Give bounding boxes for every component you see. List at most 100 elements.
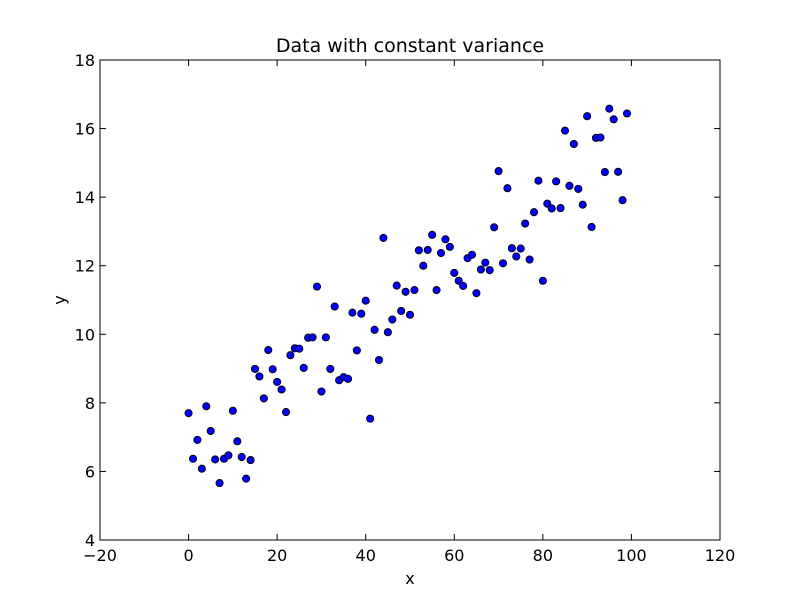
y-tick-label: 18: [75, 51, 95, 70]
data-point: [552, 177, 561, 186]
data-point: [237, 452, 246, 462]
data-point: [383, 328, 392, 337]
y-tick-label: 6: [85, 462, 95, 481]
x-tick-label: 0: [183, 546, 193, 565]
data-point: [490, 223, 499, 232]
data-point: [560, 126, 570, 135]
axis-ticks: −20 0 20 40 60 80 100 120 4 6 8 10 12 14 16 18: [75, 51, 736, 565]
data-point: [277, 385, 286, 394]
data-point: [441, 235, 450, 244]
data-point: [188, 454, 198, 463]
y-tick-label: 4: [85, 531, 95, 550]
data-point: [467, 250, 477, 259]
data-point: [503, 184, 512, 193]
data-point: [587, 222, 596, 232]
data-point: [414, 246, 423, 255]
data-point: [529, 208, 539, 217]
data-point: [618, 196, 627, 205]
data-point: [583, 112, 592, 121]
data-point: [397, 306, 406, 316]
y-tick-label: 8: [85, 394, 95, 413]
data-point: [481, 258, 490, 267]
data-point: [525, 255, 534, 264]
data-point: [268, 365, 277, 374]
y-tick-label: 16: [75, 120, 95, 139]
data-point: [348, 308, 357, 317]
data-point: [308, 333, 317, 342]
data-point: [286, 351, 295, 360]
data-point: [516, 244, 525, 253]
data-point: [321, 333, 330, 342]
data-point: [472, 289, 481, 298]
data-point: [202, 402, 211, 411]
chart-title: Data with constant variance: [276, 35, 544, 57]
data-point: [392, 281, 401, 290]
data-point: [512, 252, 521, 261]
x-tick-label: 80: [533, 546, 553, 565]
data-point: [259, 394, 268, 403]
y-tick-label: 10: [75, 325, 95, 344]
data-point: [388, 315, 397, 324]
plot-frame: [99, 59, 721, 541]
data-point: [193, 435, 202, 444]
data-point: [211, 455, 220, 464]
data-point: [312, 282, 322, 291]
data-points: [184, 104, 632, 488]
x-tick-label: 100: [616, 546, 647, 565]
data-point: [215, 479, 224, 488]
data-point: [609, 115, 618, 124]
data-point: [206, 426, 215, 436]
data-point: [432, 286, 441, 295]
x-tick-label: −20: [83, 546, 117, 565]
data-point: [374, 355, 384, 365]
data-point: [450, 268, 459, 277]
data-point: [299, 363, 308, 372]
data-point: [538, 276, 547, 285]
data-point: [605, 104, 614, 113]
x-tick-label: 20: [267, 546, 287, 565]
data-point: [494, 167, 503, 176]
data-point: [370, 325, 379, 334]
data-point: [419, 261, 428, 270]
data-point: [352, 346, 361, 355]
data-point: [578, 200, 587, 209]
data-point: [547, 204, 556, 213]
data-point: [233, 437, 242, 446]
data-point: [485, 266, 494, 275]
data-point: [242, 474, 251, 483]
data-point: [401, 287, 410, 296]
x-axis-label: x: [405, 569, 414, 588]
data-point: [534, 176, 543, 185]
data-point: [357, 309, 366, 318]
data-point: [361, 296, 370, 305]
data-point: [273, 377, 282, 386]
data-point: [366, 414, 375, 423]
data-point: [521, 219, 530, 228]
data-point: [507, 244, 516, 253]
data-point: [569, 139, 578, 149]
data-point: [295, 344, 304, 353]
x-tick-label: 120: [705, 546, 736, 565]
data-point: [250, 364, 260, 373]
data-point: [454, 276, 463, 285]
data-point: [436, 248, 446, 258]
data-point: [224, 451, 233, 460]
data-point: [184, 409, 193, 418]
data-point: [614, 167, 623, 176]
data-point: [330, 302, 339, 311]
data-point: [228, 406, 237, 415]
data-point: [428, 230, 437, 239]
data-point: [317, 387, 326, 396]
data-point: [281, 408, 291, 417]
data-point: [574, 184, 583, 193]
data-point: [459, 281, 468, 290]
data-point: [565, 181, 574, 190]
data-point: [596, 133, 605, 142]
data-point: [197, 464, 206, 473]
y-axis-label: y: [50, 295, 69, 304]
data-point: [405, 310, 415, 319]
data-point: [410, 286, 419, 295]
data-point: [476, 265, 485, 274]
y-tick-label: 14: [75, 188, 95, 207]
